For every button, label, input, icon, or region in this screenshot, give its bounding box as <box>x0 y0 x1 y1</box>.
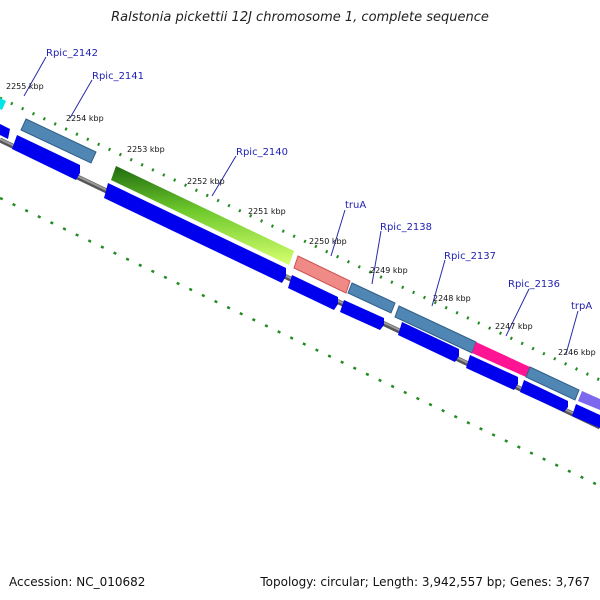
gene-track <box>0 98 600 410</box>
kbp-tick-label: 2255 kbp <box>6 82 44 91</box>
gene-label[interactable]: Rpic_2142 <box>46 48 98 59</box>
cds-arrow <box>104 183 286 283</box>
cds-arrow <box>398 322 459 362</box>
gene-truA <box>293 255 351 294</box>
gene-cyan <box>0 98 6 110</box>
gene-label[interactable]: Rpic_2141 <box>92 71 144 82</box>
cds-arrow <box>340 300 384 330</box>
gene-rpic-2140 <box>111 166 294 265</box>
kbp-tick-label: 2250 kbp <box>309 237 347 246</box>
kbp-tick-label: 2251 kbp <box>248 207 286 216</box>
kbp-tick-label: 2246 kbp <box>558 348 596 357</box>
outer-tick-track <box>0 96 600 382</box>
inner-tick-track <box>0 196 600 488</box>
gene-label[interactable]: Rpic_2138 <box>380 222 432 233</box>
gene-trpA <box>578 391 600 410</box>
kbp-tick-label: 2254 kbp <box>66 114 104 123</box>
gene-label[interactable]: truA <box>345 200 366 211</box>
gene-label[interactable]: trpA <box>571 301 592 312</box>
cds-arrow <box>12 135 80 180</box>
cds-arrow <box>572 404 600 428</box>
map-title: Ralstonia pickettii 12J chromosome 1, co… <box>111 10 489 25</box>
gene-rpic-2141 <box>20 118 97 164</box>
gene-label[interactable]: Rpic_2137 <box>444 251 496 262</box>
kbp-tick-label: 2248 kbp <box>433 294 471 303</box>
cds-arrow <box>520 380 568 412</box>
cds-arrow <box>466 355 518 390</box>
cds-arrow <box>288 275 338 310</box>
kbp-tick-label: 2247 kbp <box>495 322 533 331</box>
kbp-tick-label: 2249 kbp <box>370 266 408 275</box>
gene-label[interactable]: Rpic_2140 <box>236 147 288 158</box>
gene-rpic-2136 <box>525 366 580 401</box>
cds-arrow <box>0 124 10 139</box>
label-leaders <box>23 56 579 355</box>
kbp-tick-label: 2252 kbp <box>187 177 225 186</box>
kbp-tick-label: 2253 kbp <box>127 145 165 154</box>
gene-rpic-2138 <box>347 282 396 314</box>
genome-summary-text: Topology: circular; Length: 3,942,557 bp… <box>260 575 590 589</box>
cds-track <box>0 124 600 428</box>
gene-rpic-2136-pink <box>472 342 530 377</box>
gene-label[interactable]: Rpic_2136 <box>508 279 560 290</box>
accession-text: Accession: NC_010682 <box>9 575 146 589</box>
